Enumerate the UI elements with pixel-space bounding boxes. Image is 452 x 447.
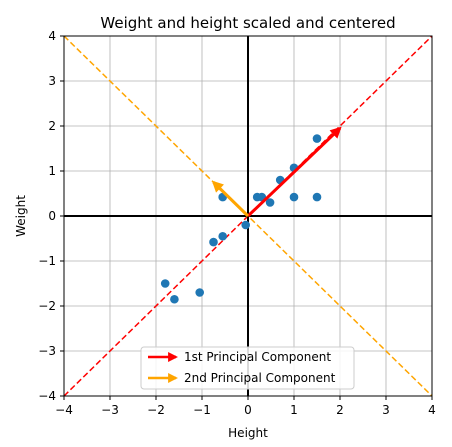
y-axis-label: Weight: [14, 195, 28, 237]
legend-box: [140, 346, 355, 390]
y-tick-label-4: −4: [38, 389, 56, 403]
data-point-5: [218, 231, 227, 241]
y-tick-label-1: 1: [48, 164, 56, 178]
y-tick-label-4: 4: [48, 29, 56, 43]
y-tick-label-0: 0: [48, 209, 56, 223]
axis-ticks: −4 −3 −2 −1 0 1 2 3 4 −4 −3 −2 −1 0 1 2 3 4: [38, 29, 436, 417]
y-tick-label-1: −1: [38, 254, 56, 268]
y-tick-label-3: −3: [38, 344, 56, 358]
y-tick-label-3: 3: [48, 74, 56, 88]
y-tick-label-2: −2: [38, 299, 56, 313]
data-point-10: [265, 198, 275, 207]
x-tick-label-0: 0: [244, 403, 252, 417]
x-tick-label-3: 3: [382, 403, 390, 417]
arrow-2nd-principal-component: [211, 180, 250, 218]
x-tick-label-4: −4: [55, 403, 73, 417]
data-point-14: [312, 134, 322, 143]
scatter-points: [160, 134, 322, 304]
x-tick-label-2: −2: [147, 403, 165, 417]
legend-label-1st-principal-component: 1st Principal Component: [184, 350, 331, 364]
x-tick-label-4: 4: [428, 403, 436, 417]
data-point-13: [289, 192, 299, 202]
data-point-2: [170, 294, 179, 304]
data-point-4: [209, 237, 218, 247]
arrow-1st-principal-component: [246, 126, 342, 218]
data-point-3: [195, 288, 204, 297]
principal-component-arrows: [211, 126, 342, 218]
data-point-6: [241, 220, 250, 230]
x-axis-label: Height: [228, 426, 268, 440]
x-tick-label-1: 1: [290, 403, 298, 417]
chart-title: Weight and height scaled and centered: [100, 14, 395, 32]
x-tick-label-1: −1: [193, 403, 211, 417]
data-point-1: [160, 279, 170, 288]
x-tick-label-3: −3: [101, 403, 119, 417]
x-tick-label-2: 2: [336, 403, 344, 417]
data-point-15: [312, 192, 322, 202]
legend: 1st Principal Component 2nd Principal Co…: [140, 346, 355, 390]
legend-label-2nd-principal-component: 2nd Principal Component: [184, 371, 336, 385]
y-tick-label-2: 2: [48, 119, 56, 133]
